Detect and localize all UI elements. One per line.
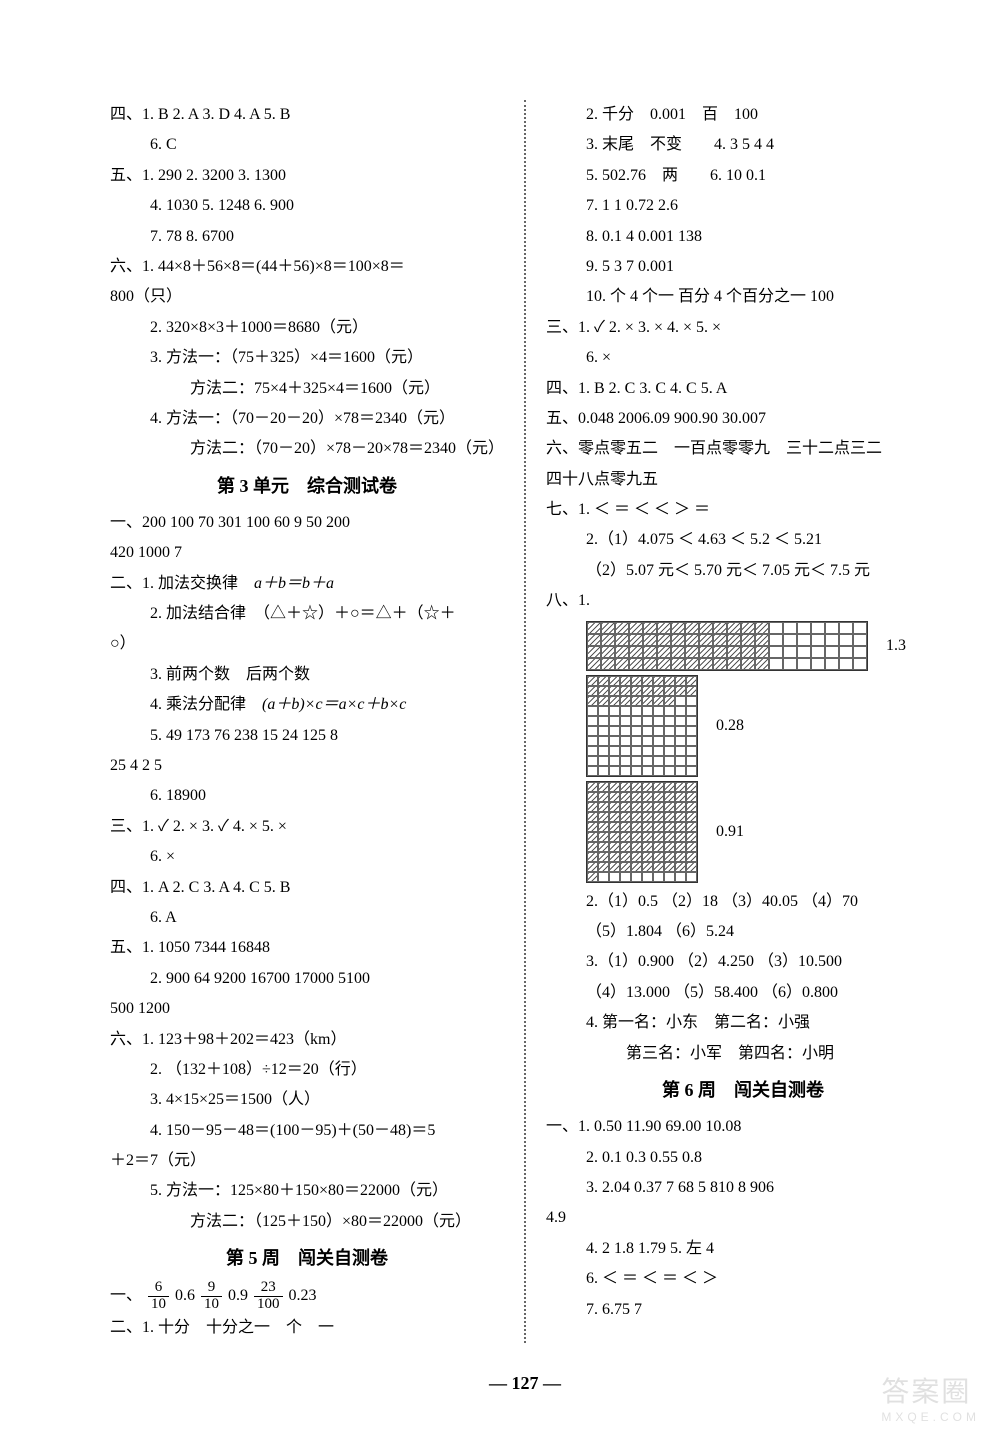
- ans-line: 2. 320×8×3＋1000＝8680（元）: [110, 313, 504, 343]
- ans-line: 5. 方法一：125×80＋150×80＝22000（元）: [110, 1176, 504, 1206]
- ans-line: 6. ×: [546, 343, 940, 373]
- ans-line: 2.（1）4.075 ＜ 4.63 ＜ 5.2 ＜ 5.21: [546, 525, 940, 555]
- text: 0.23: [289, 1287, 317, 1304]
- ans-line: 3. 前两个数 后两个数: [110, 660, 504, 690]
- ans-line: 4. 1030 5. 1248 6. 900: [110, 191, 504, 221]
- ans-line: 一、1. 0.50 11.90 69.00 10.08: [546, 1112, 940, 1142]
- ans-line: 10. 个 4 个一 百分 4 个百分之一 100: [546, 282, 940, 312]
- ans-line: 2.（1）0.5 （2）18 （3）40.05 （4）70: [546, 887, 940, 917]
- ans-line: 7. 1 1 0.72 2.6: [546, 191, 940, 221]
- grid-figure-2: 0.28: [546, 675, 940, 777]
- ans-line: 三、1. ✓ 2. × 3. ✓ 4. × 5. ×: [110, 812, 504, 842]
- grid-diagram: [586, 781, 698, 883]
- ans-line: 3. 4×15×25＝1500（人）: [110, 1085, 504, 1115]
- ans-line: 六、1. 123＋98＋202＝423（km）: [110, 1025, 504, 1055]
- ans-line: 4. 第一名：小东 第二名：小强: [546, 1008, 940, 1038]
- ans-line: 三、1. ✓ 2. × 3. × 4. × 5. ×: [546, 313, 940, 343]
- ans-line: 2. 千分 0.001 百 100: [546, 100, 940, 130]
- column-separator: [524, 100, 526, 1343]
- ans-line: 四、1. A 2. C 3. A 4. C 5. B: [110, 873, 504, 903]
- ans-line: （4）13.000 （5）58.400 （6）0.800: [546, 978, 940, 1008]
- ans-line: （5）1.804 （6）5.24: [546, 917, 940, 947]
- text: 0.9: [228, 1287, 252, 1304]
- ans-line: 六、零点零五二 一百点零零九 三十二点三二: [546, 434, 940, 464]
- ans-line: 2. 加法结合律 （△＋☆）＋○＝△＋（☆＋: [110, 599, 504, 629]
- ans-line: 6. ×: [110, 842, 504, 872]
- ans-line: 方法二：（70－20）×78－20×78＝2340（元）: [110, 434, 504, 464]
- ans-line: 五、1. 1050 7344 16848: [110, 933, 504, 963]
- text: 二、1. 加法交换律: [110, 575, 254, 592]
- ans-line: 3. 方法一：（75＋325）×4＝1600（元）: [110, 343, 504, 373]
- ans-line: 2. 900 64 9200 16700 17000 5100: [110, 964, 504, 994]
- ans-line: 8. 0.1 4 0.001 138: [546, 222, 940, 252]
- grid-label: 1.3: [886, 637, 906, 655]
- ans-line: 5. 49 173 76 238 15 24 125 8: [110, 721, 504, 751]
- fraction: 910: [201, 1280, 222, 1313]
- text: 0.6: [175, 1287, 199, 1304]
- fraction: 23100: [254, 1280, 283, 1313]
- ans-line: （2）5.07 元＜ 5.70 元＜ 7.05 元＜ 7.5 元: [546, 556, 940, 586]
- ans-line: 6. 18900: [110, 781, 504, 811]
- ans-line: 9. 5 3 7 0.001: [546, 252, 940, 282]
- formula: a＋b＝b＋a: [254, 575, 334, 592]
- ans-line: 一、200 100 70 301 100 60 9 50 200: [110, 508, 504, 538]
- ans-line: 7. 6.75 7: [546, 1295, 940, 1325]
- ans-line: 二、1. 十分 十分之一 个 一: [110, 1313, 504, 1343]
- ans-line: ＋2＝7（元）: [110, 1146, 504, 1176]
- ans-line: 4. 150－95－48＝(100－95)＋(50－48)＝5: [110, 1116, 504, 1146]
- text: 一、: [110, 1287, 142, 1304]
- grid-diagram: [586, 675, 698, 777]
- ans-line: 500 1200: [110, 994, 504, 1024]
- ans-line: 2. 0.1 0.3 0.55 0.8: [546, 1143, 940, 1173]
- page-number: — 127 —: [110, 1373, 940, 1394]
- formula: (a＋b)×c＝a×c＋b×c: [262, 696, 406, 713]
- watermark: 答案圈 MXQE.COM: [881, 1370, 980, 1424]
- ans-line: 四十八点零九五: [546, 465, 940, 495]
- ans-line: 6. A: [110, 903, 504, 933]
- ans-line: 420 1000 7: [110, 538, 504, 568]
- ans-line: 5. 502.76 两 6. 10 0.1: [546, 161, 940, 191]
- grid-figure-3: 0.91: [546, 781, 940, 883]
- ans-line: 五、0.048 2006.09 900.90 30.007: [546, 404, 940, 434]
- grid-diagram: [586, 621, 868, 671]
- ans-line: 二、1. 加法交换律 a＋b＝b＋a: [110, 569, 504, 599]
- ans-line: ○）: [110, 629, 504, 659]
- section-heading: 第 3 单元 综合测试卷: [110, 465, 504, 508]
- ans-line: 25 4 2 5: [110, 751, 504, 781]
- grid-label: 0.28: [716, 717, 744, 735]
- ans-line: 四、1. B 2. A 3. D 4. A 5. B: [110, 100, 504, 130]
- ans-line: 6. C: [110, 130, 504, 160]
- ans-line: 4.9: [546, 1203, 940, 1233]
- ans-line: 六、1. 44×8＋56×8＝(44＋56)×8＝100×8＝: [110, 252, 504, 282]
- ans-line: 4. 乘法分配律 (a＋b)×c＝a×c＋b×c: [110, 690, 504, 720]
- text: 4. 乘法分配律: [150, 696, 262, 713]
- ans-line: 4. 2 1.8 1.79 5. 左 4: [546, 1234, 940, 1264]
- ans-line: 方法二：75×4＋325×4＝1600（元）: [110, 374, 504, 404]
- ans-line: 四、1. B 2. C 3. C 4. C 5. A: [546, 374, 940, 404]
- ans-line: 3. 2.04 0.37 7 68 5 810 8 906: [546, 1173, 940, 1203]
- ans-line: 八、1.: [546, 586, 940, 616]
- ans-line: 800（只）: [110, 282, 504, 312]
- section-heading: 第 6 周 闯关自测卷: [546, 1069, 940, 1112]
- ans-line: 4. 方法一：（70－20－20）×78＝2340（元）: [110, 404, 504, 434]
- ans-line: 方法二：（125＋150）×80＝22000（元）: [110, 1207, 504, 1237]
- ans-line: 3.（1）0.900 （2）4.250 （3）10.500: [546, 947, 940, 977]
- ans-line: 第三名：小军 第四名：小明: [546, 1039, 940, 1069]
- watermark-text: 答案圈: [881, 1376, 971, 1407]
- ans-line: 6. ＜ ＝ ＜ ＝ ＜ ＞: [546, 1264, 940, 1294]
- ans-line: 2. （132＋108）÷12＝20（行）: [110, 1055, 504, 1085]
- ans-line: 7. 78 8. 6700: [110, 222, 504, 252]
- fraction: 610: [148, 1280, 169, 1313]
- ans-line: 五、1. 290 2. 3200 3. 1300: [110, 161, 504, 191]
- ans-line: 3. 末尾 不变 4. 3 5 4 4: [546, 130, 940, 160]
- grid-label: 0.91: [716, 823, 744, 841]
- grid-figure-1: 1.3: [546, 621, 940, 671]
- ans-line: 一、 610 0.6 910 0.9 23100 0.23: [110, 1280, 504, 1313]
- ans-line: 七、1. ＜ ＝ ＜ ＜ ＞ ＝: [546, 495, 940, 525]
- right-column: 2. 千分 0.001 百 100 3. 末尾 不变 4. 3 5 4 4 5.…: [546, 100, 940, 1343]
- watermark-sub: MXQE.COM: [881, 1410, 980, 1424]
- section-heading: 第 5 周 闯关自测卷: [110, 1237, 504, 1280]
- left-column: 四、1. B 2. A 3. D 4. A 5. B 6. C 五、1. 290…: [110, 100, 504, 1343]
